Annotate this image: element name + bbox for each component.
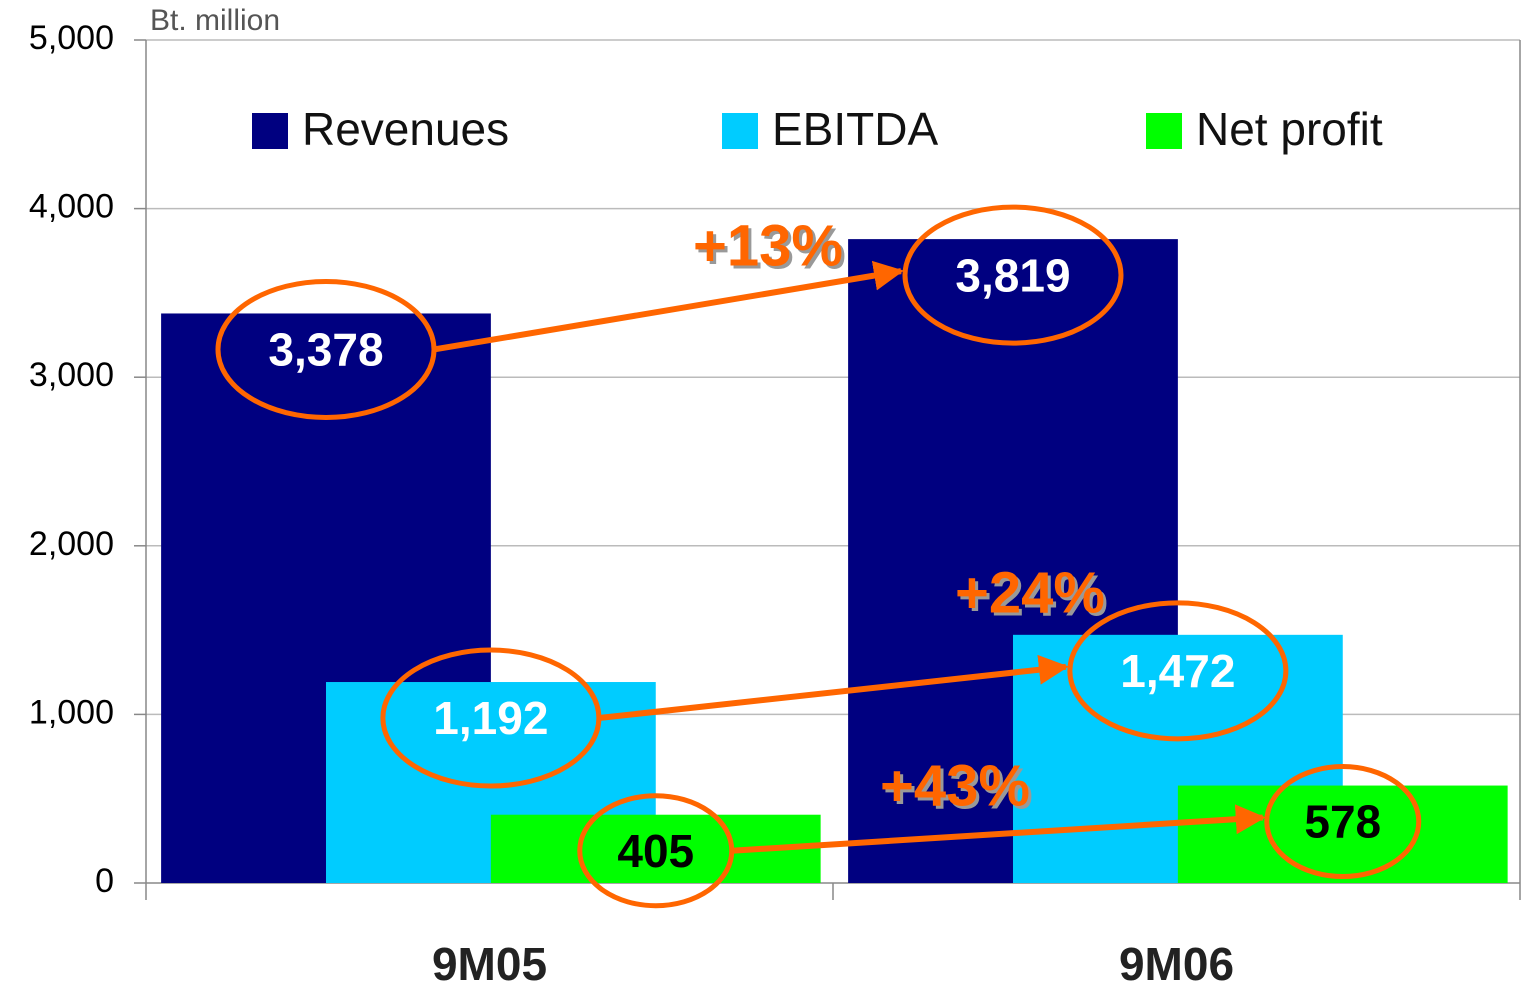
- value-label: 3,819: [955, 249, 1070, 301]
- growth-annotation: +24%: [955, 560, 1105, 625]
- value-label: 405: [617, 825, 694, 877]
- legend-swatch: [1146, 113, 1182, 149]
- legend-label: Revenues: [302, 103, 509, 155]
- legend-label: EBITDA: [772, 103, 938, 155]
- legend-label: Net profit: [1196, 103, 1383, 155]
- y-tick-label: 5,000: [29, 19, 114, 57]
- growth-arrow: [731, 804, 1266, 854]
- highlight-ellipse: [1067, 600, 1289, 742]
- x-tick-label: 9M06: [1119, 938, 1234, 990]
- growth-annotation: +43%: [880, 753, 1030, 818]
- y-tick-label: 1,000: [29, 693, 114, 731]
- growth-annotation-shadow: +24%: [958, 563, 1108, 628]
- value-label: 3,378: [268, 324, 383, 376]
- y-tick-label: 2,000: [29, 525, 114, 563]
- y-tick-label: 0: [95, 862, 114, 900]
- y-tick-label: 4,000: [29, 188, 114, 226]
- value-label: 578: [1304, 796, 1381, 848]
- legend-swatch: [252, 113, 288, 149]
- growth-arrow: [598, 654, 1069, 722]
- legend-swatch: [722, 113, 758, 149]
- growth-annotation-shadow: +13%: [696, 216, 846, 281]
- growth-annotation: +13%: [693, 213, 843, 278]
- highlight-ellipse: [902, 204, 1124, 346]
- value-label: 1,472: [1120, 645, 1235, 697]
- value-label: 1,192: [433, 692, 548, 744]
- growth-arrow: [433, 260, 904, 353]
- bar: [1177, 785, 1508, 883]
- growth-annotation-shadow: +43%: [883, 756, 1033, 821]
- y-tick-label: 3,000: [29, 356, 114, 394]
- highlight-ellipse: [1264, 764, 1422, 880]
- x-tick-label: 9M05: [432, 938, 547, 990]
- axis-unit: Bt. million: [150, 4, 280, 37]
